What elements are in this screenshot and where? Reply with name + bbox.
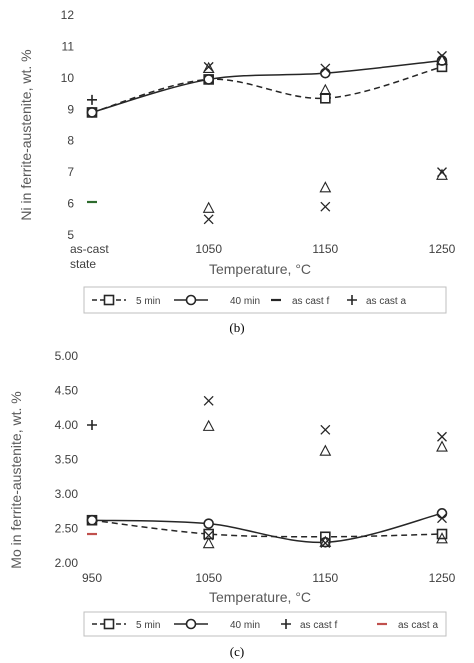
y-tick-label: 11 (62, 39, 75, 53)
data-point-cross (437, 513, 447, 524)
y-tick-label: 6 (67, 197, 74, 211)
y-tick-label: 8 (67, 134, 74, 148)
legend-marker (103, 294, 115, 306)
data-point-circle (320, 67, 331, 79)
legend-label: 40 min (230, 296, 260, 307)
y-axis-title: Ni in ferrite-austenite, wt. % (18, 49, 34, 220)
data-point-circle (86, 107, 98, 118)
y-tick-label: 12 (61, 8, 75, 22)
data-point-triangle (436, 53, 448, 66)
data-point-plus (87, 94, 97, 105)
data-point-circle (203, 518, 214, 529)
data-point-triangle (319, 181, 332, 193)
data-point-cross (320, 424, 331, 435)
series-line-5-min (91, 519, 443, 538)
y-tick-label: 5.00 (55, 349, 79, 363)
legend-marker (185, 618, 197, 630)
data-point-cross (437, 167, 447, 178)
data-point-triangle (202, 61, 215, 73)
panel-label: (b) (229, 320, 244, 335)
y-tick-label: 3.50 (55, 453, 79, 467)
data-point-plus (87, 420, 97, 430)
series-line-40-min (91, 512, 443, 544)
legend-marker (185, 294, 197, 306)
panel-label: (c) (230, 644, 244, 659)
legend-label: 40 min (230, 620, 260, 631)
chart-mo: Mo in ferrite-austenite, wt. % Temperatu… (8, 349, 456, 659)
x-tick-label: 1150 (312, 242, 338, 256)
data-point-triangle (319, 83, 332, 95)
data-point-cross (437, 50, 447, 61)
data-point-triangle (202, 201, 215, 213)
data-point-cross (203, 214, 214, 225)
series-line-5-min (91, 66, 443, 114)
y-tick-label: 3.00 (55, 487, 79, 501)
data-point-cross (320, 63, 331, 74)
x-axis-title: Temperature, °C (209, 261, 311, 277)
legend-label: as cast f (300, 620, 337, 631)
data-point-triangle (436, 168, 448, 180)
legend-marker (281, 619, 291, 629)
x-tick-label: 1050 (195, 242, 222, 256)
data-point-circle (203, 74, 214, 85)
x-tick-label: 950 (82, 571, 102, 585)
y-tick-label: 10 (61, 71, 75, 85)
data-point-cross (203, 530, 214, 541)
legend-marker (103, 618, 115, 630)
x-tick-label: 1250 (429, 242, 456, 256)
data-point-cross (437, 431, 447, 442)
y-tick-label: 4.50 (55, 384, 79, 398)
data-point-triangle (202, 419, 215, 431)
y-tick-label: 9 (67, 102, 74, 116)
data-point-triangle (202, 536, 215, 549)
data-point-cross (320, 538, 331, 548)
legend-label: 5 min (136, 296, 160, 307)
legend-box (83, 286, 447, 314)
data-point-cross (203, 395, 214, 406)
y-tick-label: 5 (67, 228, 74, 242)
x-tick-label: as-cast state (70, 242, 109, 271)
legend-label: as cast a (366, 296, 406, 307)
legend-label: 5 min (136, 620, 160, 631)
data-point-triangle (319, 535, 332, 547)
legend-box (83, 611, 447, 637)
x-tick-label: 1050 (195, 571, 222, 585)
data-point-triangle (436, 440, 448, 452)
x-axis-title: Temperature, °C (209, 589, 311, 605)
data-point-cross (203, 61, 214, 72)
series-line-40-min (91, 59, 443, 114)
chart-ni: Ni in ferrite-austenite, wt. % Temperatu… (18, 8, 456, 335)
y-tick-label: 7 (67, 165, 74, 179)
legend-label: as cast f (292, 296, 329, 307)
y-tick-label: 2.00 (55, 556, 79, 570)
y-tick-label: 2.50 (55, 522, 79, 536)
data-point-circle (86, 514, 98, 526)
y-tick-label: 4.00 (55, 418, 79, 432)
data-point-triangle (436, 532, 448, 544)
y-axis-title: Mo in ferrite-austenite, wt. % (8, 391, 24, 568)
data-point-triangle (319, 444, 332, 456)
data-point-circle (436, 508, 448, 519)
data-point-cross (320, 201, 331, 212)
legend-label: as cast a (398, 620, 438, 631)
x-tick-label: 1250 (429, 571, 456, 585)
x-tick-label: 1150 (312, 571, 338, 585)
data-point-square (320, 92, 331, 104)
legend-marker (347, 295, 357, 305)
